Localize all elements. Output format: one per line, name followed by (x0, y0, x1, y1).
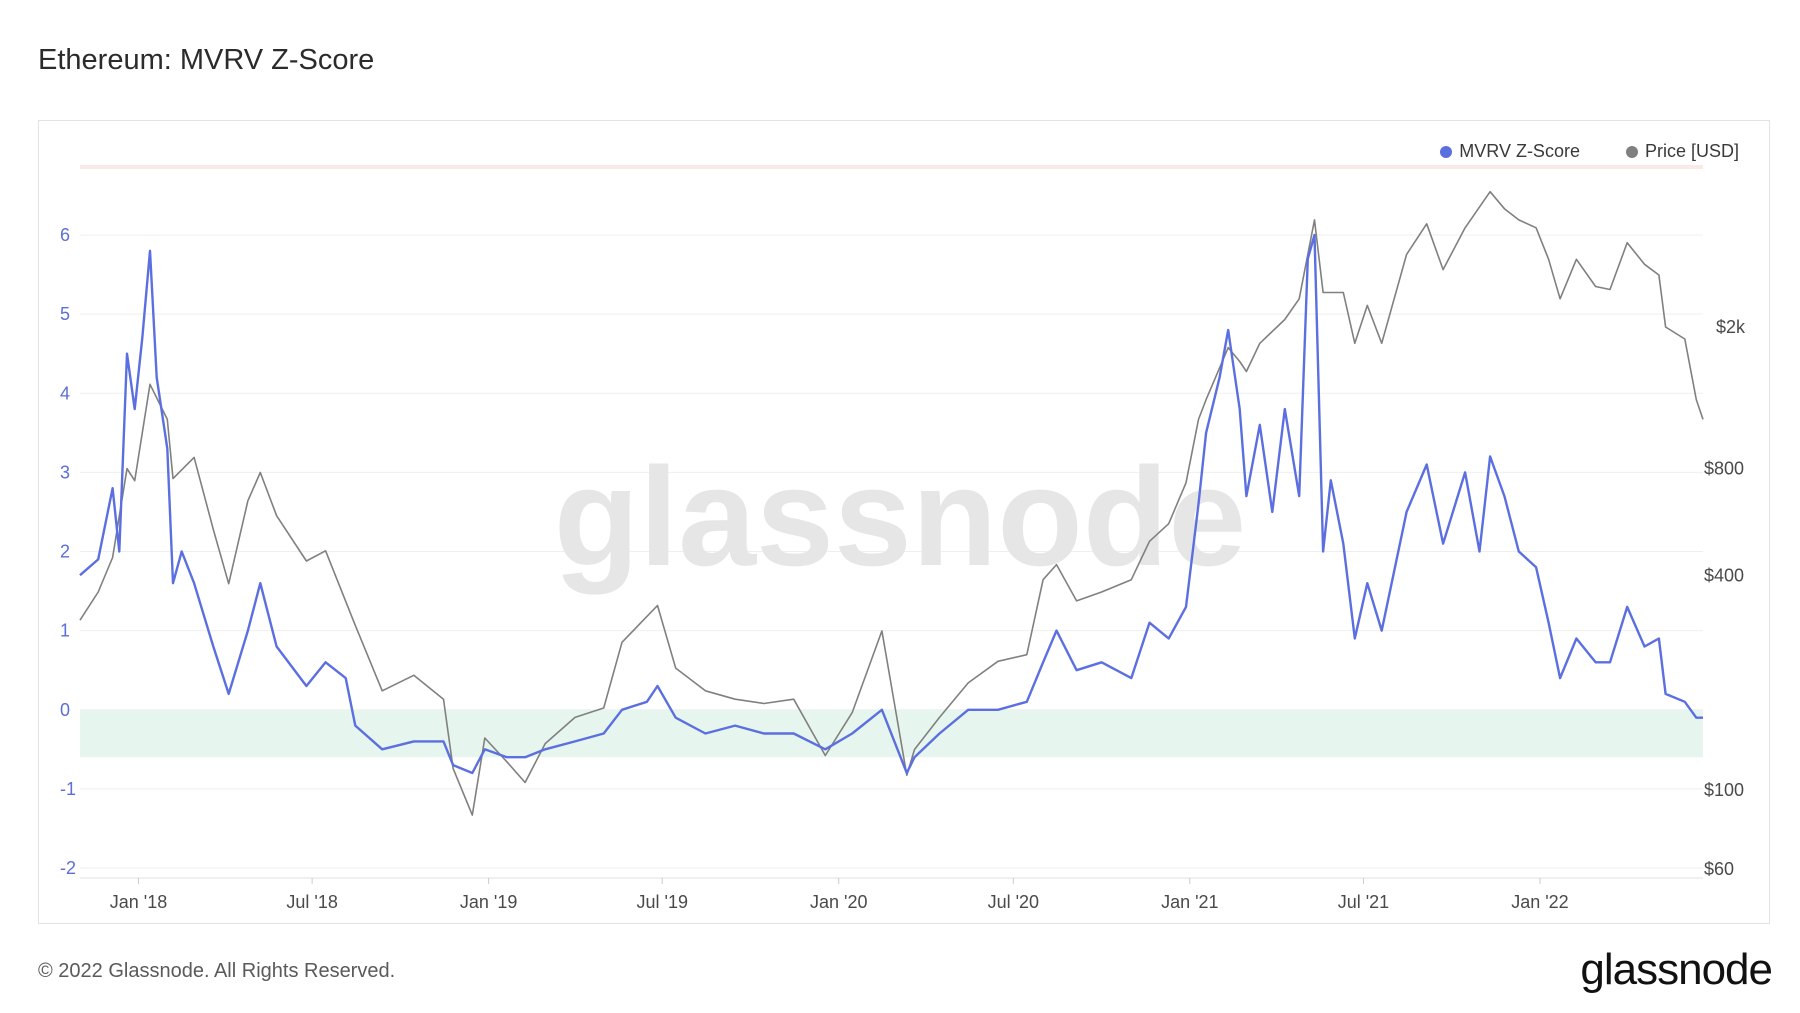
y-left-tick-label: -2 (60, 858, 76, 878)
x-tick-label: Jul '18 (286, 892, 337, 912)
legend: MVRV Z-Score Price [USD] (1440, 141, 1739, 162)
legend-item-price[interactable]: Price [USD] (1625, 141, 1739, 162)
chart-title: Ethereum: MVRV Z-Score (38, 44, 375, 76)
copyright-footer: © 2022 Glassnode. All Rights Reserved. (38, 960, 396, 982)
mvrv-zscore-line (79, 233, 1703, 775)
price-line (79, 190, 1704, 816)
x-tick-label: Jul '21 (1338, 892, 1389, 912)
y-left-tick-label: 3 (60, 462, 70, 482)
y-left-tick-label: 4 (60, 383, 70, 403)
x-tick-label: Jan '19 (460, 892, 517, 912)
x-tick-label: Jan '21 (1161, 892, 1218, 912)
legend-item-mvrv[interactable]: MVRV Z-Score (1440, 141, 1580, 162)
watermark: glassnode (554, 438, 1246, 595)
y-right-tick-label: $800 (1704, 459, 1744, 479)
axis-layer: 6 5 4 3 2 1 0 -1 -2 $2k $800 $400 $100 $60 Jan '18 Jul … (60, 225, 1746, 912)
y-left-tick-label: 5 (60, 304, 70, 324)
x-tick-label: Jan '20 (810, 892, 867, 912)
brand-logo: glassnode (1580, 945, 1773, 994)
legend-label-price: Price [USD] (1644, 141, 1739, 161)
y-left-tick-label: -1 (60, 779, 76, 799)
y-left-tick-label: 6 (60, 225, 70, 245)
x-tick-label: Jul '19 (637, 892, 688, 912)
x-tick-label: Jul '20 (988, 892, 1039, 912)
y-right-tick-label: $100 (1704, 780, 1744, 800)
legend-dot-mvrv (1440, 145, 1453, 158)
series-layer (79, 190, 1704, 816)
x-tick-label: Jan '18 (110, 892, 167, 912)
y-left-tick-label: 0 (60, 700, 70, 720)
legend-label-mvrv: MVRV Z-Score (1459, 141, 1580, 161)
legend-dot-price (1625, 145, 1638, 158)
y-left-tick-label: 1 (60, 621, 70, 641)
chart-frame: MVRV Z-Score Price [USD] (38, 120, 1770, 924)
y-right-tick-label: $60 (1704, 859, 1734, 879)
y-right-tick-label: $400 (1704, 566, 1744, 586)
y-left-tick-label: 2 (60, 542, 70, 562)
y-right-tick-label: $2k (1716, 317, 1746, 337)
x-tick-label: Jan '22 (1511, 892, 1568, 912)
